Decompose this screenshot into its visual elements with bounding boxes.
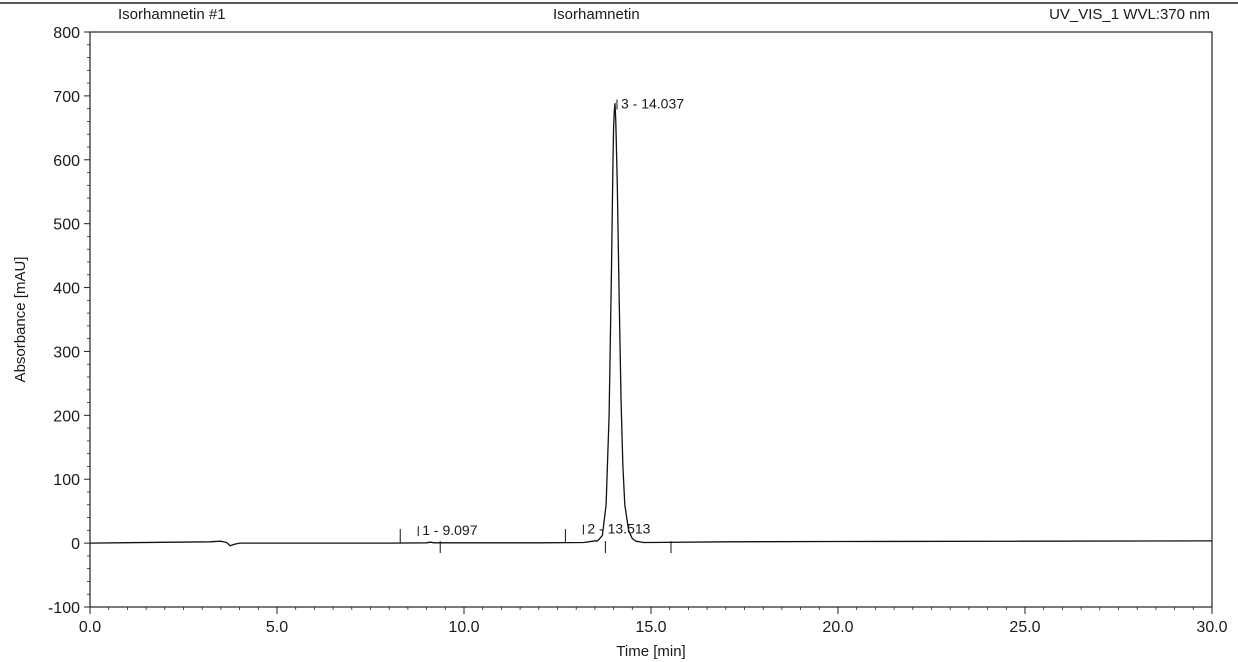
plot-frame xyxy=(89,31,1213,608)
y-tick-label: 800 xyxy=(53,25,80,42)
y-tick-label: -100 xyxy=(48,600,80,617)
x-tick-label: 20.0 xyxy=(822,619,853,636)
y-tick-label: 200 xyxy=(53,408,80,425)
chart-channel-info: UV_VIS_1 WVL:370 nm xyxy=(1049,6,1210,23)
y-tick-label: 0 xyxy=(71,536,80,553)
signal-trace xyxy=(89,102,1213,547)
x-tick-label: 0.0 xyxy=(79,619,101,636)
peak-label: 3 - 14.037 xyxy=(621,96,684,112)
y-tick-label: 500 xyxy=(53,217,80,234)
y-tick-label: 100 xyxy=(53,472,80,489)
x-tick-label: 25.0 xyxy=(1009,619,1040,636)
y-tick-label: 600 xyxy=(53,153,80,170)
peak-label: 1 - 9.097 xyxy=(422,522,477,538)
x-tick-label: 10.0 xyxy=(448,619,479,636)
x-tick-label: 5.0 xyxy=(266,619,288,636)
x-axis-label: Time [min] xyxy=(616,643,685,660)
y-tick-label: 400 xyxy=(53,281,80,298)
y-tick-label: 700 xyxy=(53,89,80,106)
chart-sample-name: Isorhamnetin #1 xyxy=(118,6,226,23)
chart-title: Isorhamnetin xyxy=(553,6,640,23)
y-tick-label: 300 xyxy=(53,344,80,361)
peak-label: 2 - 13.513 xyxy=(587,521,650,537)
x-tick-label: 15.0 xyxy=(635,619,666,636)
y-axis-label: Absorbance [mAU] xyxy=(12,257,29,383)
x-tick-label: 30.0 xyxy=(1196,619,1227,636)
